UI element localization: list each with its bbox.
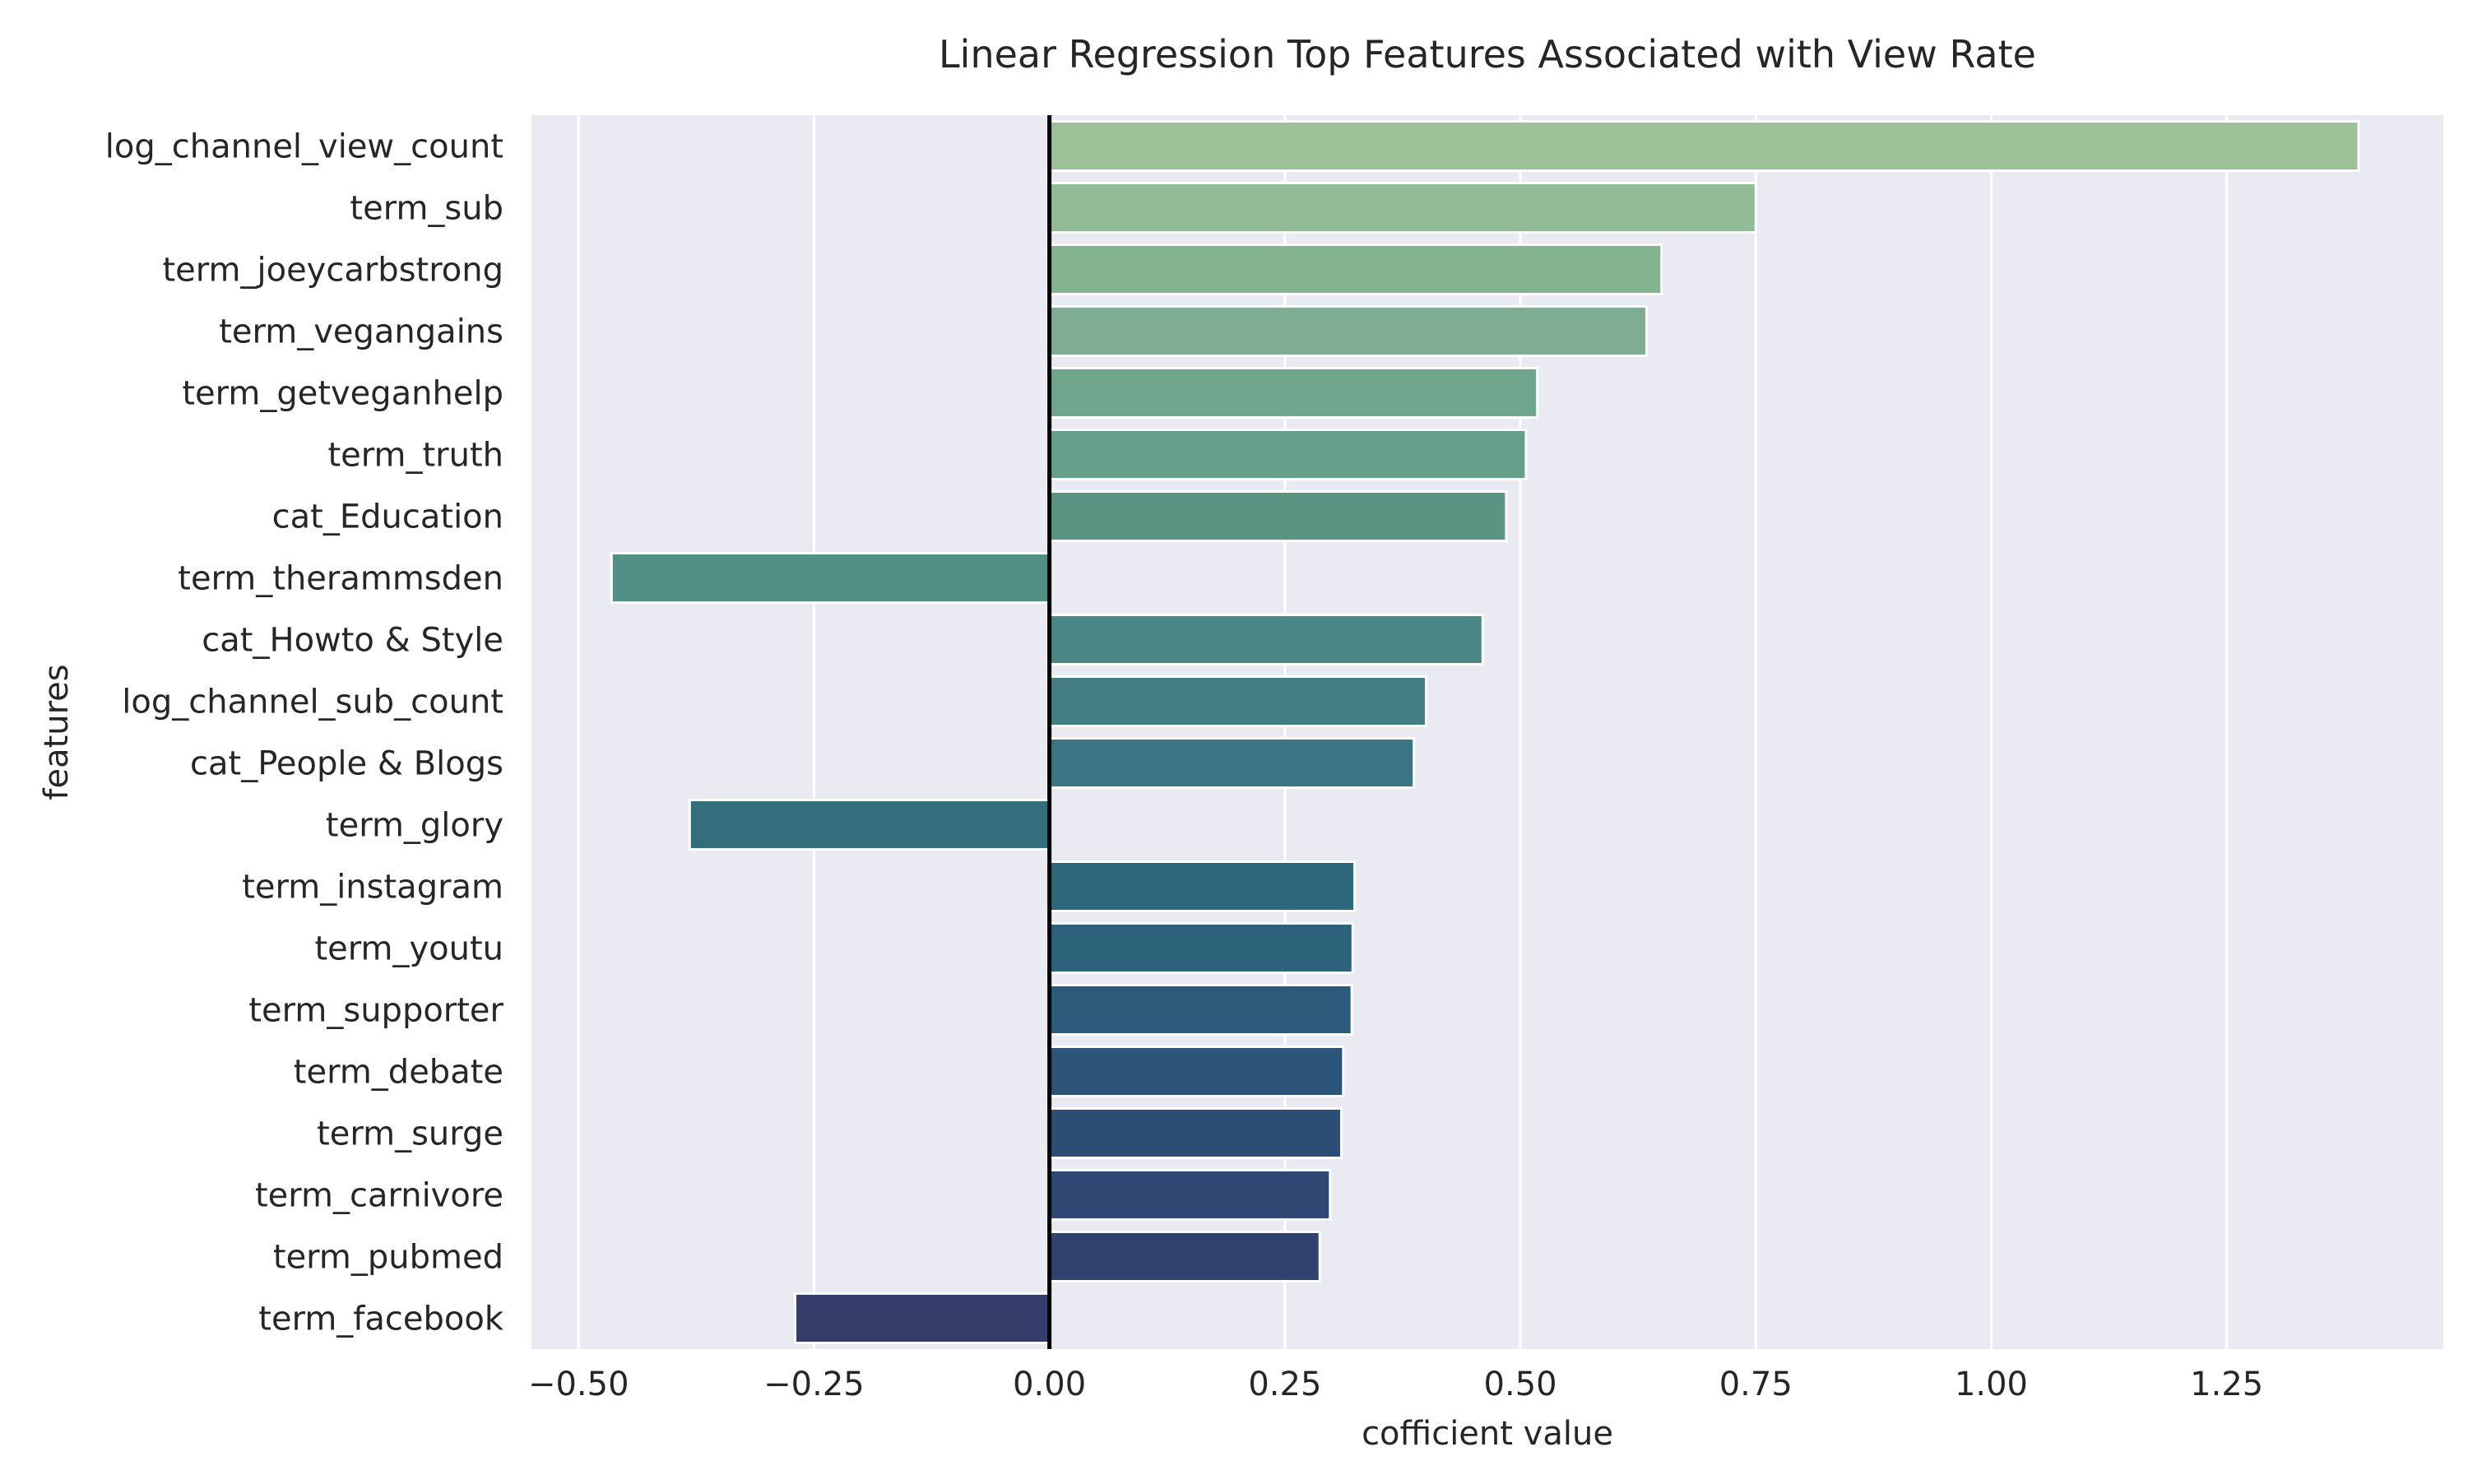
y-tick-label: term_debate xyxy=(294,1054,503,1092)
x-tick-label: 0.25 xyxy=(1248,1366,1321,1403)
plot-area xyxy=(531,115,2443,1349)
x-axis-label: cofficient value xyxy=(1362,1415,1613,1453)
bar xyxy=(1048,120,2360,172)
y-tick-label: term_therammsden xyxy=(178,560,503,598)
bar xyxy=(688,799,1051,851)
bar xyxy=(1048,675,1428,727)
bar xyxy=(1048,305,1648,357)
y-tick-label: term_carnivore xyxy=(255,1177,503,1215)
bar xyxy=(1048,1107,1343,1159)
y-tick-label: term_instagram xyxy=(242,869,503,907)
x-tick-label: −0.25 xyxy=(763,1366,865,1403)
x-tick-label: 1.25 xyxy=(2190,1366,2263,1403)
y-tick-label: term_pubmed xyxy=(273,1239,503,1277)
y-tick-label: cat_Education xyxy=(272,499,503,536)
bar xyxy=(1048,1231,1321,1282)
y-tick-label: term_glory xyxy=(326,807,503,845)
bar xyxy=(1048,614,1484,665)
bar xyxy=(1048,429,1528,480)
y-tick-labels: log_channel_view_count term_sub term_joeyc… xyxy=(105,128,504,1338)
y-tick-label: cat_People & Blogs xyxy=(190,745,503,783)
bar xyxy=(1048,182,1757,234)
y-tick-label: term_sub xyxy=(350,190,503,228)
bar xyxy=(1048,737,1416,789)
x-tick-label: 1.00 xyxy=(1955,1366,2028,1403)
y-tick-label: term_facebook xyxy=(258,1301,504,1338)
bar xyxy=(1048,984,1353,1036)
bar xyxy=(1048,1046,1345,1097)
x-tick-label: −0.50 xyxy=(528,1366,629,1403)
y-tick-label: log_channel_sub_count xyxy=(122,684,503,721)
bar xyxy=(1048,1169,1332,1221)
bar xyxy=(1048,367,1539,419)
bar xyxy=(1048,490,1508,542)
y-tick-label: term_joeycarbstrong xyxy=(162,252,503,290)
bar xyxy=(794,1292,1051,1344)
y-tick-label: term_truth xyxy=(327,437,503,475)
chart-title: Linear Regression Top Features Associate… xyxy=(939,32,2036,77)
y-tick-label: cat_Howto & Style xyxy=(202,622,503,660)
y-axis-label: features xyxy=(38,664,76,800)
bar xyxy=(1048,243,1663,295)
bar xyxy=(610,552,1051,604)
y-tick-label: term_youtu xyxy=(314,930,503,968)
y-tick-label: term_surge xyxy=(317,1115,503,1153)
y-tick-label: term_supporter xyxy=(248,992,503,1030)
bar xyxy=(1048,922,1354,974)
bar xyxy=(1048,860,1357,912)
x-tick-labels: −0.50 −0.25 0.00 0.25 0.50 0.75 1.00 1.25 xyxy=(528,1366,2263,1403)
x-tick-label: 0.50 xyxy=(1484,1366,1557,1403)
y-tick-label: term_getveganhelp xyxy=(182,375,503,413)
x-tick-label: 0.75 xyxy=(1719,1366,1793,1403)
bars xyxy=(610,120,2360,1344)
x-tick-label: 0.00 xyxy=(1013,1366,1086,1403)
y-tick-label: log_channel_view_count xyxy=(105,128,503,166)
y-tick-label: term_vegangains xyxy=(219,313,503,351)
